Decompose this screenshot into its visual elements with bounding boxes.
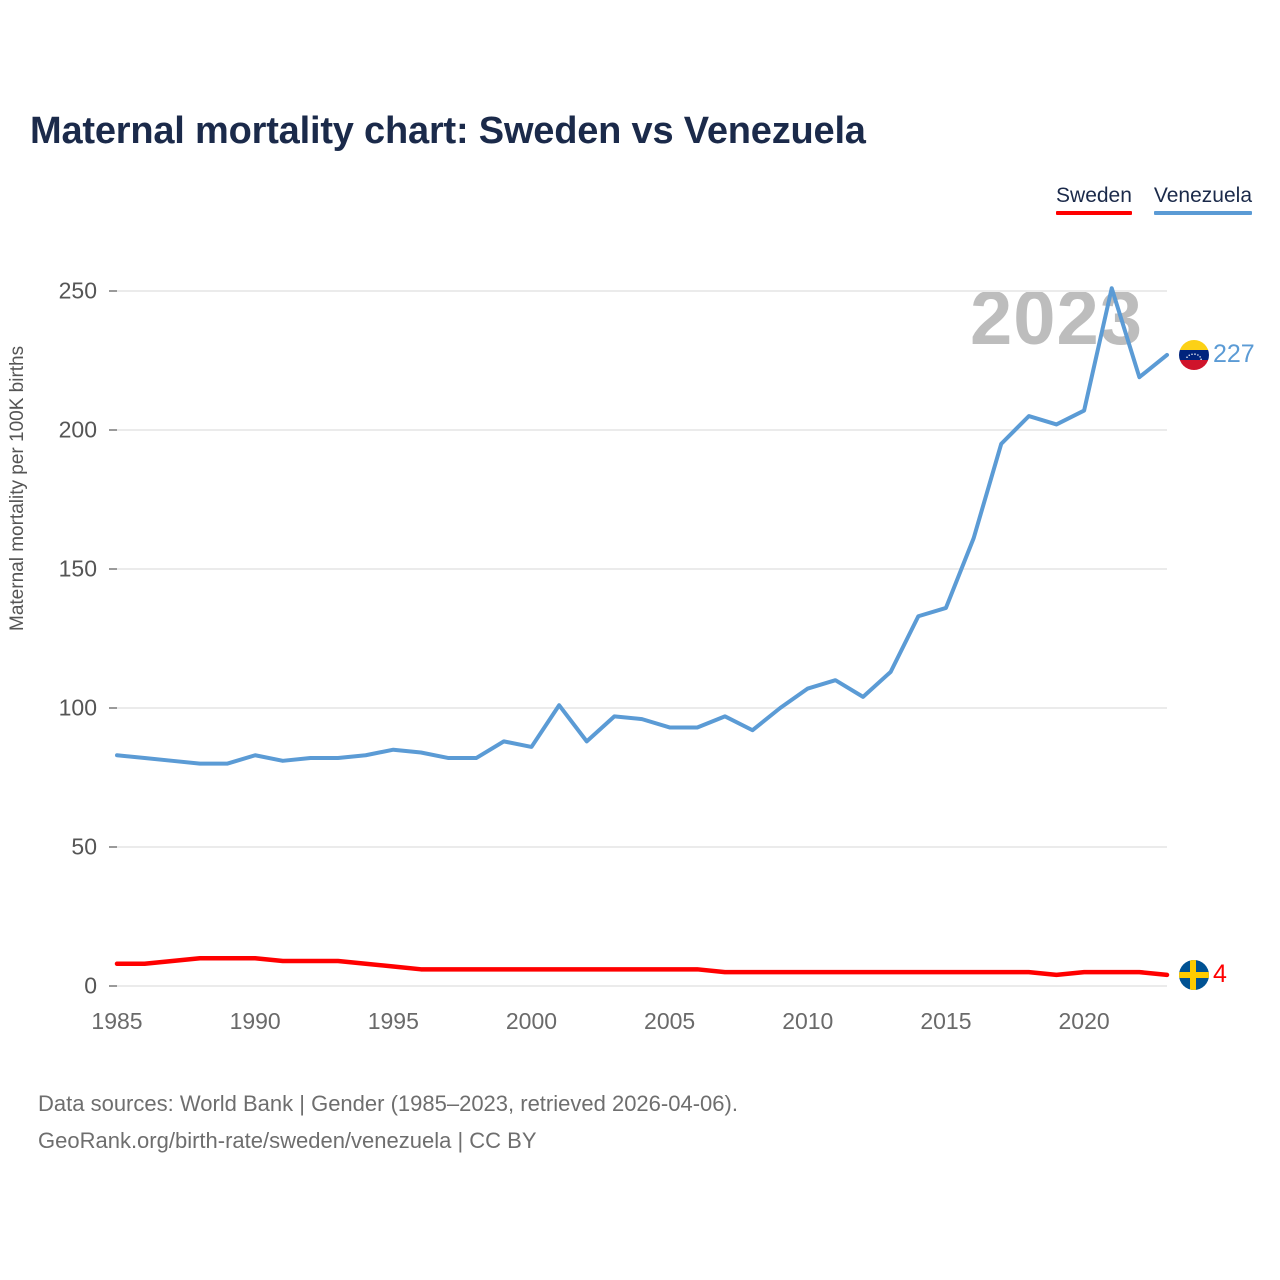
x-tick-label: 2020 [1058, 1008, 1110, 1034]
legend-item-sweden[interactable]: Sweden [1056, 184, 1132, 215]
chart-legend: Sweden Venezuela [1056, 184, 1252, 215]
series-line-sweden [114, 955, 1170, 978]
end-value-sweden: 4 [1213, 960, 1227, 989]
venezuela-stars-icon [1186, 353, 1202, 360]
sweden-flag-icon [1179, 959, 1209, 990]
end-value-venezuela: 227 [1213, 340, 1255, 369]
y-tick-label: 250 [58, 277, 97, 304]
y-axis-title: Maternal mortality per 100K births [7, 345, 28, 631]
legend-rule-sweden [1056, 211, 1132, 215]
y-tick-label: 200 [58, 416, 97, 443]
venezuela-flag-icon [1179, 339, 1209, 370]
x-tick-label: 2000 [505, 1008, 558, 1034]
page-title: Maternal mortality chart: Sweden vs Vene… [30, 110, 866, 152]
y-tick-label: 50 [71, 833, 97, 860]
footer: Data sources: World Bank | Gender (1985–… [38, 1085, 738, 1159]
legend-label-sweden: Sweden [1056, 184, 1132, 207]
x-tick-label: 1985 [91, 1008, 143, 1034]
x-tick-label: 2015 [920, 1008, 972, 1034]
x-tick-label: 2010 [782, 1008, 834, 1034]
x-tick-label: 2005 [644, 1008, 696, 1034]
series-lines [114, 286, 1170, 978]
legend-rule-venezuela [1153, 211, 1252, 215]
y-tick-label: 100 [58, 694, 97, 721]
gridlines [117, 290, 1167, 987]
x-tick-label: 1990 [229, 1008, 281, 1034]
series-line-venezuela [115, 286, 1169, 766]
y-tick-label: 150 [58, 555, 97, 582]
footer-line-attribution: GeoRank.org/birth-rate/sweden/venezuela … [38, 1128, 537, 1153]
end-marker-sweden[interactable]: 4 [1179, 959, 1227, 990]
x-tick-label: 1995 [367, 1008, 419, 1034]
legend-label-venezuela: Venezuela [1153, 184, 1252, 207]
end-marker-venezuela[interactable]: 227 [1179, 339, 1255, 370]
legend-item-venezuela[interactable]: Venezuela [1153, 184, 1252, 215]
axis-ticks [109, 290, 117, 987]
footer-line-sources: Data sources: World Bank | Gender (1985–… [38, 1091, 738, 1116]
y-tick-label: 0 [84, 972, 97, 999]
